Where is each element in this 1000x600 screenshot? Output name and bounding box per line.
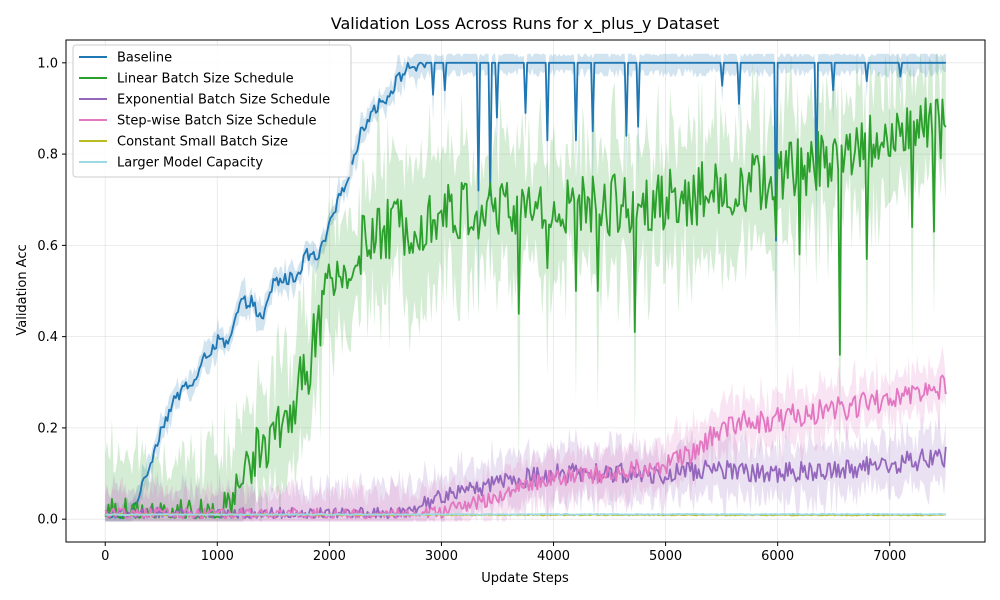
ticks: 0 1000 2000 3000 4000 5000 6000 7000 0.0 0.2 0.4 0.… <box>37 56 906 564</box>
axes-frame <box>65 39 986 543</box>
legend-label: Linear Batch Size Schedule <box>117 72 294 87</box>
y-tick-label: 0.4 <box>37 330 58 345</box>
series-band-1 <box>105 53 946 522</box>
legend-label: Exponential Batch Size Schedule <box>117 93 330 108</box>
series-line-0 <box>105 61 946 520</box>
x-tick-label: 3000 <box>425 549 458 564</box>
legend-box <box>72 44 352 178</box>
series-band-2 <box>105 411 946 522</box>
y-axis-label: Validation Acc <box>15 244 30 335</box>
series-lines <box>104 61 947 520</box>
x-tick-label: 2000 <box>313 549 346 564</box>
x-tick-label: 7000 <box>873 549 906 564</box>
y-tick-label: 0.8 <box>37 148 58 163</box>
legend-label: Baseline <box>117 51 172 66</box>
series-line-3 <box>104 374 947 520</box>
series-line-2 <box>104 446 947 520</box>
x-tick-label: 0 <box>101 549 109 564</box>
y-tick-label: 1.0 <box>37 56 58 71</box>
chart-title: Validation Loss Across Runs for x_plus_y… <box>331 14 719 34</box>
x-tick-label: 4000 <box>537 549 570 564</box>
series-line-5 <box>105 512 947 516</box>
x-tick-label: 6000 <box>761 549 794 564</box>
legend-label: Larger Model Capacity <box>117 156 263 171</box>
x-axis-label: Update Steps <box>481 571 569 586</box>
y-tick-label: 0.6 <box>37 239 58 254</box>
x-tick-label: 5000 <box>649 549 682 564</box>
y-tick-label: 0.2 <box>37 421 58 436</box>
x-tick-label: 1000 <box>201 549 234 564</box>
legend-label: Step-wise Batch Size Schedule <box>117 114 317 129</box>
y-tick-label: 0.0 <box>37 513 58 528</box>
legend-label: Constant Small Batch Size <box>117 135 288 150</box>
legend: Baseline Linear Batch Size Schedule Expone… <box>72 44 352 178</box>
series-line-1 <box>104 97 947 520</box>
